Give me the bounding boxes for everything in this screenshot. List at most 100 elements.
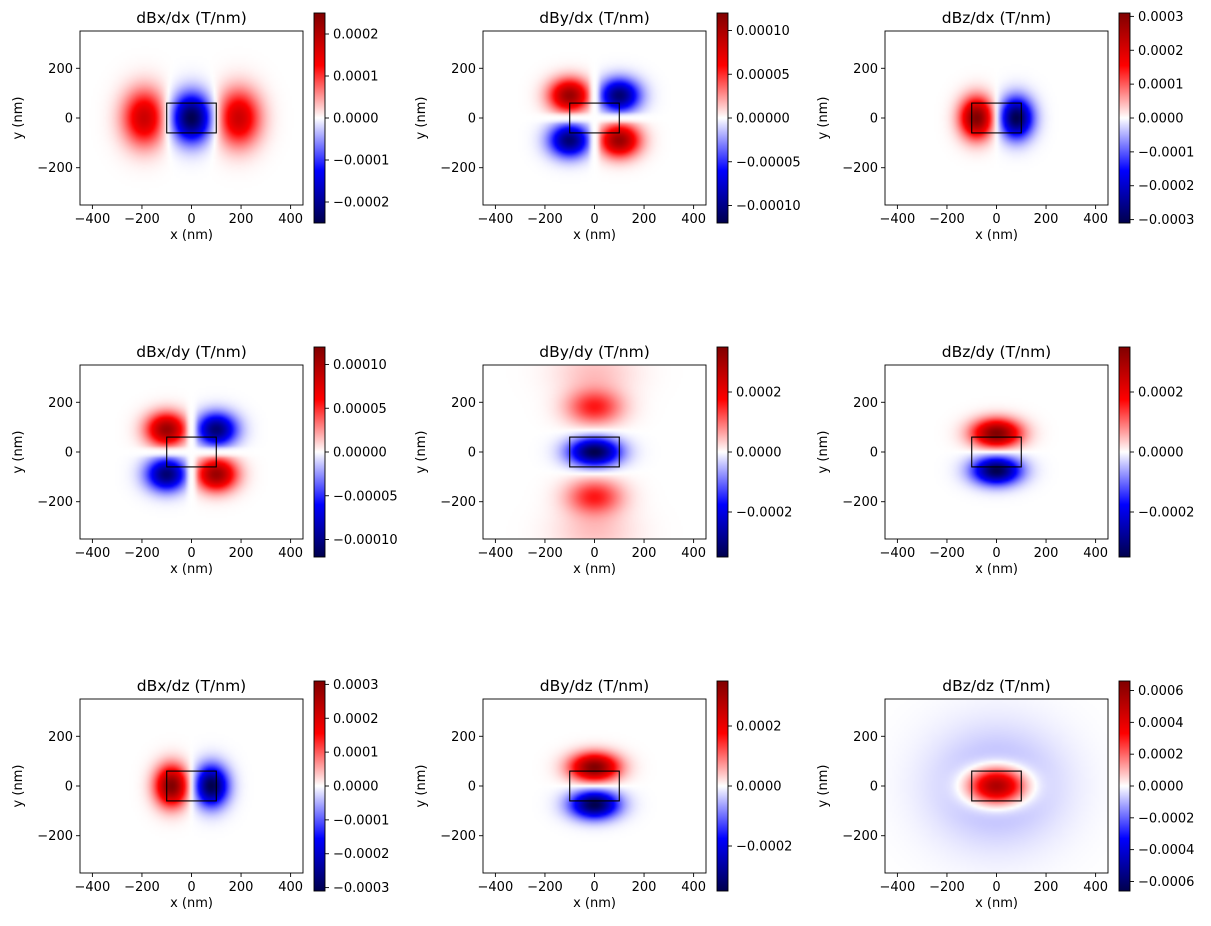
y-tick-label: 0	[65, 112, 73, 127]
y-tick-label: −200	[440, 495, 476, 510]
y-tick-label: 0	[65, 446, 73, 461]
heatmap-image	[80, 31, 303, 205]
x-tick-label: 200	[632, 880, 657, 895]
x-tick-label: −400	[880, 880, 916, 895]
colorbar-tick-label: 0.0000	[1138, 446, 1184, 461]
y-tick-label: −200	[842, 495, 878, 510]
x-tick-label: −200	[527, 880, 563, 895]
heatmap-image	[483, 31, 706, 205]
colorbar-tick-label: 0.00005	[333, 402, 387, 417]
x-tick-label: 0	[590, 212, 598, 227]
x-axis-label: x (nm)	[170, 896, 213, 911]
y-tick-label: 0	[468, 780, 476, 795]
y-axis-label: y (nm)	[11, 431, 26, 474]
x-tick-label: −400	[478, 546, 514, 561]
colorbar-tick-label: 0.00010	[736, 24, 790, 39]
colorbar-tick-label: 0.0002	[736, 386, 782, 401]
x-tick-label: −400	[880, 212, 916, 227]
colorbar-tick-label: 0.0003	[1138, 10, 1184, 25]
heatmap-image	[80, 365, 303, 539]
colorbar	[716, 346, 729, 558]
colorbar-tick-label: 0.0000	[736, 780, 782, 795]
x-tick-label: 0	[590, 546, 598, 561]
colorbar	[1118, 680, 1131, 892]
x-tick-label: 400	[1083, 546, 1108, 561]
x-tick-label: −400	[478, 880, 514, 895]
x-tick-label: −400	[478, 212, 514, 227]
x-tick-label: 0	[187, 880, 195, 895]
magnet-outline	[569, 770, 620, 802]
colorbar	[1118, 12, 1131, 224]
x-tick-label: 200	[1034, 212, 1059, 227]
magnet-outline	[971, 436, 1022, 468]
x-tick-label: 0	[590, 880, 598, 895]
y-tick-label: −200	[842, 161, 878, 176]
x-tick-label: 400	[278, 212, 303, 227]
x-tick-label: 200	[1034, 546, 1059, 561]
magnet-outline	[569, 102, 620, 134]
panel-title: dBy/dz (T/nm)	[540, 677, 649, 695]
x-tick-label: −400	[75, 880, 111, 895]
x-tick-label: −200	[929, 880, 965, 895]
heatmap-image	[483, 365, 706, 539]
x-tick-label: 400	[1083, 880, 1108, 895]
x-axis-label: x (nm)	[573, 562, 616, 577]
x-tick-label: −200	[124, 880, 160, 895]
y-tick-label: 200	[853, 396, 878, 411]
colorbar-tick-label: 0.0000	[333, 780, 379, 795]
y-axis-label: y (nm)	[816, 431, 831, 474]
colorbar-tick-label: −0.0002	[1138, 506, 1194, 521]
x-tick-label: 400	[1083, 212, 1108, 227]
colorbar-tick-label: 0.0001	[1138, 78, 1184, 93]
colorbar	[716, 12, 729, 224]
colorbar	[313, 346, 326, 558]
colorbar-tick-label: 0.00005	[736, 68, 790, 83]
x-tick-label: −400	[880, 546, 916, 561]
x-tick-label: −400	[75, 546, 111, 561]
x-axis-label: x (nm)	[975, 228, 1018, 243]
panel-dBz-dz: −400 −200 0 200 400 −200 0 200 dBz/dz (T/nm) x (n…	[816, 677, 1194, 911]
y-tick-label: 0	[870, 112, 878, 127]
y-tick-label: −200	[842, 829, 878, 844]
y-tick-label: 200	[451, 396, 476, 411]
panel-title: dBx/dz (T/nm)	[137, 677, 246, 695]
magnet-outline	[166, 102, 217, 134]
y-tick-label: −200	[37, 161, 73, 176]
colorbar-tick-label: −0.0002	[333, 847, 389, 862]
y-tick-label: 200	[853, 730, 878, 745]
colorbar-tick-label: 0.0002	[736, 720, 782, 735]
colorbar-tick-label: 0.00010	[333, 358, 387, 373]
colorbar-tick-label: −0.0002	[736, 506, 792, 521]
heatmap-image	[80, 699, 303, 873]
x-tick-label: 0	[992, 880, 1000, 895]
magnet-outline	[166, 770, 217, 802]
panel-dBy-dz: −400 −200 0 200 400 −200 0 200 dBy/dz (T/nm) x (n…	[414, 677, 792, 911]
y-axis-label: y (nm)	[816, 97, 831, 140]
x-tick-label: −200	[124, 546, 160, 561]
colorbar-tick-label: 0.0000	[1138, 112, 1184, 127]
y-axis-label: y (nm)	[11, 97, 26, 140]
x-tick-label: 400	[681, 880, 706, 895]
colorbar	[1118, 346, 1131, 558]
y-tick-label: 200	[451, 730, 476, 745]
x-tick-label: 200	[1034, 880, 1059, 895]
y-tick-label: 200	[48, 730, 73, 745]
x-axis-label: x (nm)	[573, 228, 616, 243]
y-tick-label: 0	[65, 780, 73, 795]
x-axis-label: x (nm)	[573, 896, 616, 911]
colorbar-tick-label: −0.0002	[1138, 811, 1194, 826]
colorbar-tick-label: −0.00005	[736, 155, 801, 170]
colorbar-tick-label: −0.0004	[1138, 843, 1194, 858]
x-tick-label: −400	[75, 212, 111, 227]
panel-dBy-dx: −400 −200 0 200 400 −200 0 200 dBy/dx (T/nm) x (n…	[414, 9, 801, 243]
panel-title: dBy/dy (T/nm)	[539, 343, 650, 361]
x-tick-label: −200	[929, 212, 965, 227]
panel-dBx-dy: −400 −200 0 200 400 −200 0 200 dBx/dy (T/nm) x (n…	[11, 343, 398, 577]
y-tick-label: 200	[48, 62, 73, 77]
x-tick-label: −200	[527, 546, 563, 561]
x-tick-label: 0	[187, 546, 195, 561]
y-axis-label: y (nm)	[414, 97, 429, 140]
y-tick-label: 200	[451, 62, 476, 77]
panel-dBz-dy: −400 −200 0 200 400 −200 0 200 dBz/dy (T/nm) x (n…	[816, 343, 1194, 577]
colorbar-tick-label: −0.0002	[1138, 179, 1194, 194]
